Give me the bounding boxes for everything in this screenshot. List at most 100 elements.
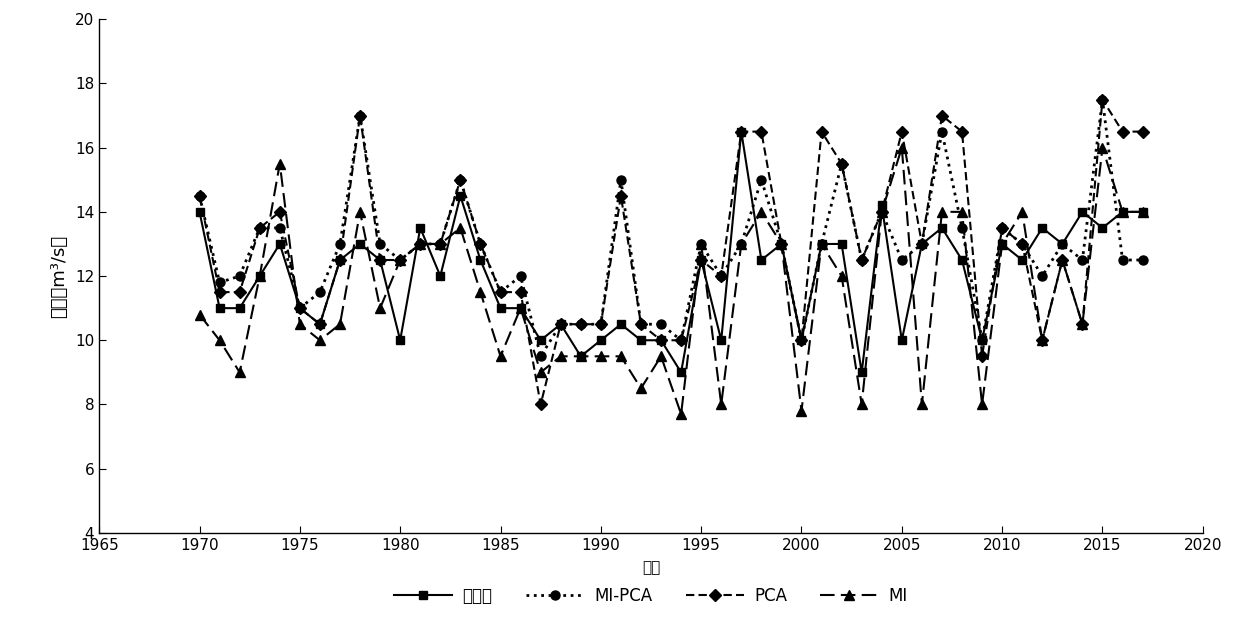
MI-PCA xyxy=(854,256,869,264)
MI-PCA xyxy=(835,160,849,168)
MI-PCA xyxy=(955,224,970,232)
PCA xyxy=(774,240,789,248)
MI xyxy=(874,208,889,216)
MI xyxy=(614,352,629,360)
MI-PCA xyxy=(332,240,347,248)
PCA xyxy=(553,320,568,328)
实测值 xyxy=(472,256,487,264)
MI-PCA xyxy=(393,256,408,264)
实测值 xyxy=(1115,208,1130,216)
实测值 xyxy=(693,256,708,264)
MI-PCA xyxy=(553,320,568,328)
MI-PCA xyxy=(252,224,267,232)
MI-PCA xyxy=(1115,256,1130,264)
MI xyxy=(1095,144,1110,152)
实测值 xyxy=(714,336,729,344)
MI-PCA xyxy=(734,240,749,248)
MI-PCA xyxy=(1014,240,1029,248)
实测值 xyxy=(373,256,388,264)
实测值 xyxy=(955,256,970,264)
MI-PCA xyxy=(1135,256,1149,264)
PCA xyxy=(212,288,227,296)
MI xyxy=(734,240,749,248)
PCA xyxy=(472,240,487,248)
PCA xyxy=(754,128,769,135)
MI-PCA xyxy=(293,304,308,312)
实测值 xyxy=(754,256,769,264)
MI-PCA xyxy=(312,288,327,296)
Y-axis label: 流量（m³/s）: 流量（m³/s） xyxy=(50,234,68,318)
MI xyxy=(273,160,288,168)
PCA xyxy=(714,272,729,280)
MI-PCA xyxy=(373,240,388,248)
MI xyxy=(553,352,568,360)
PCA xyxy=(533,401,548,408)
实测值 xyxy=(874,202,889,209)
MI-PCA xyxy=(1035,272,1050,280)
MI-PCA xyxy=(1055,240,1070,248)
PCA xyxy=(734,128,749,135)
PCA xyxy=(453,176,467,184)
MI xyxy=(714,401,729,408)
PCA xyxy=(273,208,288,216)
MI-PCA xyxy=(1075,256,1090,264)
PCA xyxy=(433,240,448,248)
实测值 xyxy=(312,320,327,328)
实测值 xyxy=(212,304,227,312)
MI xyxy=(393,256,408,264)
PCA xyxy=(1055,256,1070,264)
实测值 xyxy=(252,272,267,280)
MI-PCA xyxy=(352,112,367,119)
PCA xyxy=(994,224,1009,232)
PCA xyxy=(874,208,889,216)
PCA xyxy=(1135,128,1149,135)
MI xyxy=(513,304,528,312)
MI xyxy=(1075,320,1090,328)
实测值 xyxy=(393,336,408,344)
实测值 xyxy=(352,240,367,248)
实测值 xyxy=(1135,208,1149,216)
PCA xyxy=(594,320,609,328)
PCA xyxy=(494,288,508,296)
实测值 xyxy=(293,304,308,312)
MI xyxy=(533,369,548,376)
实测值 xyxy=(573,352,588,360)
实测值 xyxy=(1014,256,1029,264)
MI xyxy=(433,240,448,248)
X-axis label: 年份: 年份 xyxy=(642,560,660,575)
MI xyxy=(212,336,227,344)
MI-PCA xyxy=(232,272,247,280)
MI xyxy=(975,401,990,408)
PCA xyxy=(513,288,528,296)
MI-PCA xyxy=(494,288,508,296)
实测值 xyxy=(433,272,448,280)
Line: PCA: PCA xyxy=(195,95,1147,409)
MI-PCA xyxy=(413,240,428,248)
PCA xyxy=(1035,336,1050,344)
PCA xyxy=(293,304,308,312)
MI-PCA xyxy=(533,352,548,360)
PCA xyxy=(673,336,688,344)
MI-PCA xyxy=(1095,96,1110,103)
MI xyxy=(693,240,708,248)
MI xyxy=(774,240,789,248)
PCA xyxy=(393,256,408,264)
实测值 xyxy=(815,240,830,248)
MI-PCA xyxy=(754,176,769,184)
MI xyxy=(835,272,849,280)
实测值 xyxy=(914,240,929,248)
MI-PCA xyxy=(653,320,668,328)
MI-PCA xyxy=(634,320,649,328)
实测值 xyxy=(614,320,629,328)
PCA xyxy=(935,112,950,119)
MI xyxy=(594,352,609,360)
MI xyxy=(1014,208,1029,216)
MI-PCA xyxy=(774,240,789,248)
MI-PCA xyxy=(673,336,688,344)
实测值 xyxy=(734,128,749,135)
MI xyxy=(352,208,367,216)
PCA xyxy=(573,320,588,328)
实测值 xyxy=(273,240,288,248)
实测值 xyxy=(594,336,609,344)
MI xyxy=(573,352,588,360)
